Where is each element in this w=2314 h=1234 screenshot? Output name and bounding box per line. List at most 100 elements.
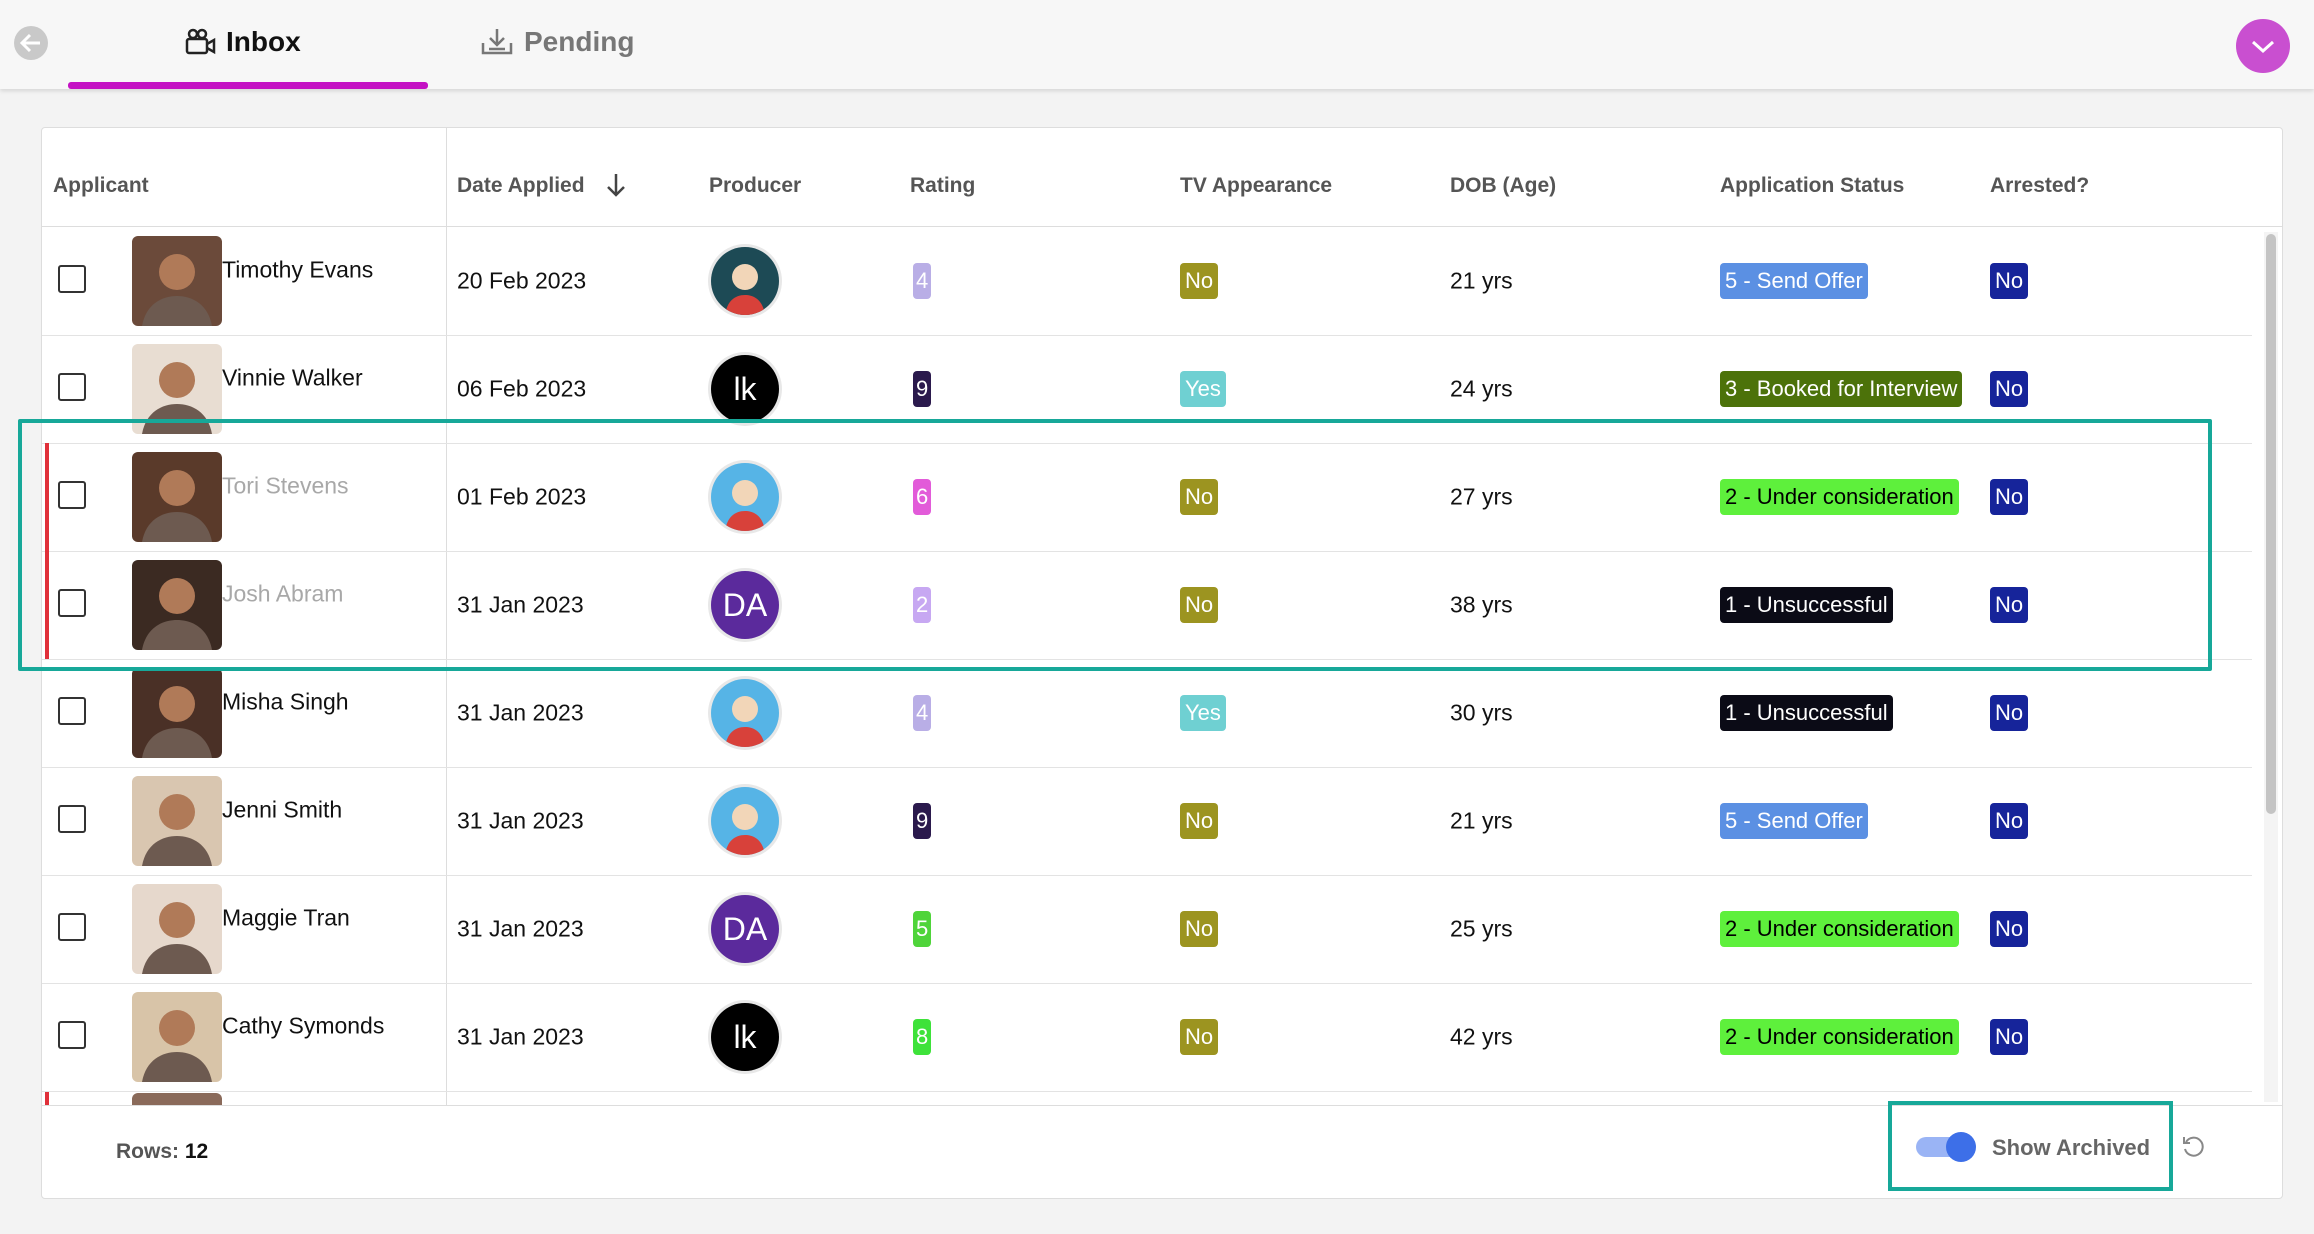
applicant-name: Tori Stevens [222, 472, 349, 499]
highlight-box [1888, 1101, 2173, 1191]
applicant-photo [132, 452, 222, 542]
top-bar: Inbox Pending [0, 0, 2314, 89]
applicant-photo [132, 776, 222, 866]
producer-avatar[interactable]: lk [711, 1003, 779, 1071]
applicant-photo [132, 992, 222, 1082]
tab-label: Pending [524, 26, 635, 57]
date-applied: 01 Feb 2023 [457, 483, 587, 510]
tv-appearance-badge: No [1180, 1019, 1219, 1055]
rating-badge: 2 [913, 587, 932, 623]
dob-age: 21 yrs [1450, 807, 1513, 834]
rating-badge: 8 [913, 1019, 932, 1055]
toggle-label[interactable]: Show Archived [1992, 1135, 2151, 1160]
menu-button[interactable] [2235, 18, 2291, 74]
row-checkbox[interactable] [58, 1021, 86, 1049]
pending-icon [481, 29, 513, 55]
applicant-name: Josh Abram [222, 580, 344, 607]
arrested-badge: No [1990, 803, 2029, 839]
arrested-badge: No [1990, 479, 2029, 515]
tv-appearance-badge: Yes [1180, 695, 1226, 731]
column-header: TV Appearance [1180, 174, 1333, 197]
column-header: DOB (Age) [1450, 174, 1557, 197]
dob-age: 30 yrs [1450, 699, 1513, 726]
producer-avatar[interactable]: lk [711, 355, 779, 423]
highlight-box [18, 419, 2212, 671]
dob-age: 24 yrs [1450, 375, 1513, 402]
arrested-badge: No [1990, 695, 2029, 731]
date-applied: 06 Feb 2023 [457, 375, 587, 402]
applicant-name: Misha Singh [222, 688, 349, 715]
archived-marker [45, 443, 49, 551]
table-row: Tori Stevens 01 Feb 2023 6 No 27 yrs 2 - Unde… [42, 443, 2252, 552]
column-divider [446, 128, 447, 1105]
column-header: Applicant [53, 174, 149, 197]
archive-toggle[interactable] [1914, 1132, 1978, 1162]
status-badge: 5 - Send Offer [1720, 263, 1868, 299]
date-applied: 31 Jan 2023 [457, 591, 584, 618]
row-checkbox[interactable] [58, 481, 86, 509]
column-header[interactable]: Date Applied [457, 174, 585, 197]
row-checkbox[interactable] [58, 697, 86, 725]
rows-count: 12 [184, 1140, 209, 1163]
rating-badge: 5 [913, 911, 932, 947]
dob-age: 42 yrs [1450, 1023, 1513, 1050]
date-applied: 31 Jan 2023 [457, 1023, 584, 1050]
applicant-name: Vinnie Walker [222, 364, 363, 391]
archived-marker [45, 551, 49, 659]
status-badge: 2 - Under consideration [1720, 1019, 1959, 1055]
header-divider [42, 226, 2282, 227]
table-row: Misha Singh 31 Jan 2023 4 Yes 30 yrs 1 - Unsu… [42, 659, 2252, 768]
table-row: Maggie Tran 31 Jan 2023 DA 5 No 25 yrs 2 - Und… [42, 875, 2252, 984]
applicant-name: Timothy Evans [222, 256, 374, 283]
column-header: Producer [709, 174, 802, 197]
table-row: Cathy Symonds 31 Jan 2023 lk 8 No 42 yrs 2 - U… [42, 983, 2252, 1092]
tab-label: Inbox [226, 26, 301, 57]
rating-badge: 9 [913, 803, 932, 839]
table-row: Timothy Evans 20 Feb 2023 4 No 21 yrs 5 - Sen… [42, 227, 2252, 336]
arrested-badge: No [1990, 263, 2029, 299]
sort-icon[interactable] [605, 172, 627, 198]
producer-avatar[interactable] [711, 247, 779, 315]
scrollbar-thumb[interactable] [2266, 234, 2276, 814]
applicant-name: Maggie Tran [222, 904, 350, 931]
footer-divider [42, 1105, 2282, 1106]
producer-avatar[interactable]: DA [711, 895, 779, 963]
row-checkbox[interactable] [58, 265, 86, 293]
rating-badge: 4 [913, 695, 932, 731]
column-header: Application Status [1720, 174, 1905, 197]
row-checkbox[interactable] [58, 589, 86, 617]
rating-badge: 9 [913, 371, 932, 407]
inbox-icon [185, 28, 216, 55]
refresh-button[interactable] [2180, 1134, 2206, 1160]
table-card: Applicant Date Applied Producer Rating TV Ap… [41, 127, 2283, 1199]
status-badge: 5 - Send Offer [1720, 803, 1868, 839]
back-button[interactable] [13, 25, 49, 61]
row-count: Rows: 12 [116, 1140, 208, 1164]
arrested-badge: No [1990, 587, 2029, 623]
producer-avatar[interactable] [711, 679, 779, 747]
table-row: Vinnie Walker 06 Feb 2023 lk 9 Yes 24 yrs 3 - … [42, 335, 2252, 444]
producer-avatar[interactable] [711, 463, 779, 531]
date-applied: 20 Feb 2023 [457, 267, 587, 294]
inbox-tab[interactable]: Inbox [184, 26, 301, 58]
row-checkbox[interactable] [58, 373, 86, 401]
producer-avatar[interactable]: DA [711, 571, 779, 639]
date-applied: 31 Jan 2023 [457, 807, 584, 834]
status-badge: 2 - Under consideration [1720, 479, 1959, 515]
rows-label: Rows: [116, 1140, 179, 1163]
row-checkbox[interactable] [58, 913, 86, 941]
producer-avatar[interactable] [711, 787, 779, 855]
arrested-badge: No [1990, 371, 2029, 407]
applicant-name: Jenni Smith [222, 796, 343, 823]
rating-badge: 6 [913, 479, 932, 515]
status-badge: 1 - Unsuccessful [1720, 587, 1893, 623]
applicant-photo [132, 668, 222, 758]
table-body: Timothy Evans 20 Feb 2023 4 No 21 yrs 5 - Sen… [42, 227, 2252, 1105]
pending-tab[interactable]: Pending [480, 26, 634, 58]
column-header: Rating [910, 174, 976, 197]
tv-appearance-badge: Yes [1180, 371, 1226, 407]
archived-marker [45, 1091, 49, 1105]
status-badge: 3 - Booked for Interview [1720, 371, 1963, 407]
row-checkbox[interactable] [58, 805, 86, 833]
